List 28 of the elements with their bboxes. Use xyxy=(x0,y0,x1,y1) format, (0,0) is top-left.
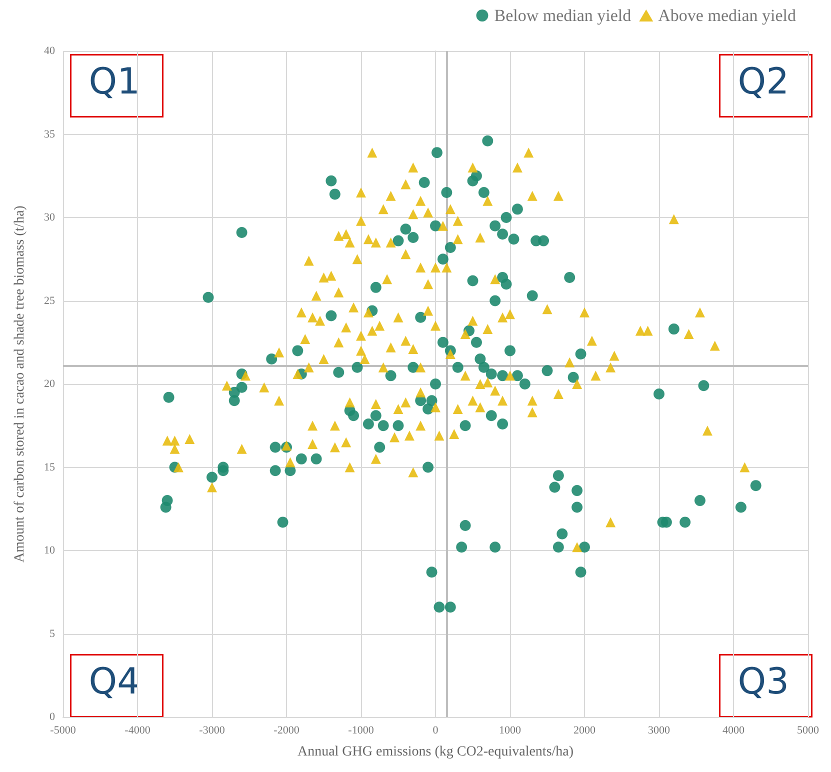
y-tick-label: 20 xyxy=(44,378,56,390)
y-tick-label: 40 xyxy=(44,45,56,57)
x-tick-label: 4000 xyxy=(722,724,745,736)
annotation: Q3 xyxy=(738,661,789,702)
y-tick-label: 30 xyxy=(44,212,56,224)
x-tick-label: 0 xyxy=(432,724,439,736)
y-tick-label: 0 xyxy=(50,711,56,723)
y-tick-label: 25 xyxy=(44,294,56,307)
y-tick-label: 5 xyxy=(50,628,56,640)
y-axis-title: Amount of carbon stored in cacao and shade tree biomass (t/ha) xyxy=(12,205,28,562)
y-tick-label: 10 xyxy=(44,544,56,556)
legend-label: Below median yield xyxy=(494,6,632,25)
x-tick-label: 1000 xyxy=(499,724,522,736)
x-tick-label: -2000 xyxy=(274,724,300,736)
x-tick-label: -1000 xyxy=(348,724,374,736)
y-tick-label: 15 xyxy=(44,461,56,474)
x-tick-label: -3000 xyxy=(199,724,226,736)
annotation: Q1 xyxy=(88,61,140,102)
y-tick-label: 35 xyxy=(44,128,56,140)
legend-label: Above median yield xyxy=(658,6,796,25)
x-tick-label: 5000 xyxy=(797,724,820,736)
x-tick-label: 3000 xyxy=(648,724,670,736)
x-axis-title: Annual GHG emissions (kg CO2-equivalents/ha) xyxy=(297,744,574,760)
x-tick-label: -4000 xyxy=(124,724,151,736)
x-tick-label: -5000 xyxy=(50,724,76,736)
x-tick-label: 2000 xyxy=(574,724,596,736)
annotation: Q2 xyxy=(738,61,789,102)
annotation: Q4 xyxy=(88,661,140,702)
